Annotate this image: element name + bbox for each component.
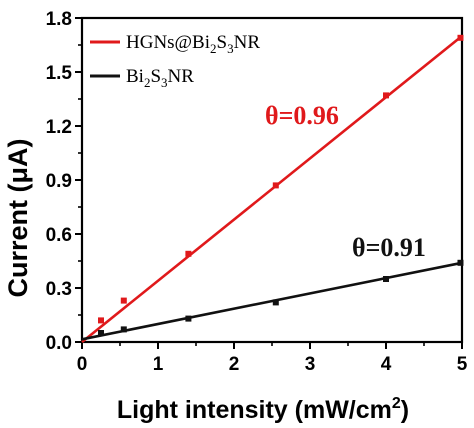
series-1-point-2: [185, 315, 192, 322]
y-tick-label-0: 0.0: [46, 333, 72, 354]
x-axis-label-main: Light intensity (mW/cm: [117, 396, 392, 424]
x-tick-label-0: 0: [77, 354, 88, 375]
legend-label-0: HGNs@Bi2S3NR: [126, 32, 260, 56]
series-0-point-2: [185, 250, 192, 257]
x-axis-label: Light intensity (mW/cm2): [117, 395, 409, 424]
x-tick-label-2: 2: [229, 354, 240, 375]
series-1-point-3: [272, 299, 279, 306]
y-tick-label-5: 1.5: [46, 63, 73, 84]
y-axis-label: Current (μA): [3, 138, 33, 297]
annotation-black: θ=0.91: [352, 233, 426, 262]
series-0-point-3: [272, 182, 279, 189]
x-tick-label-3: 3: [305, 354, 316, 375]
series-1-point-1: [120, 326, 127, 333]
x-axis-label-superscript: 2: [392, 395, 401, 412]
series-1-fit-line: [81, 261, 463, 341]
y-tick-label-6: 1.8: [46, 9, 72, 30]
legend-label-1: Bi2S3NR: [126, 66, 194, 90]
x-tick-label-5: 5: [457, 354, 468, 375]
x-tick-label-1: 1: [153, 354, 164, 375]
series-1-point-0: [98, 330, 104, 336]
legend: HGNs@Bi2S3NR Bi2S3NR: [90, 32, 260, 90]
y-tick-label-3: 0.9: [46, 171, 72, 192]
series-0-fit-line: [81, 34, 463, 344]
y-tick-label-4: 1.2: [46, 117, 72, 138]
annotation-red: θ=0.96: [265, 101, 339, 130]
series-0-point-5: [457, 34, 464, 41]
series-0-point-4: [383, 92, 389, 99]
x-tick-label-4: 4: [381, 354, 392, 375]
series-1-point-5: [457, 259, 464, 266]
x-axis-label-suffix: ): [401, 396, 409, 424]
series-1-point-4: [383, 276, 389, 282]
series-0-point-0: [98, 317, 104, 324]
series-0-point-1: [120, 297, 127, 304]
y-tick-label-1: 0.3: [46, 279, 72, 300]
y-tick-label-2: 0.6: [46, 225, 72, 246]
